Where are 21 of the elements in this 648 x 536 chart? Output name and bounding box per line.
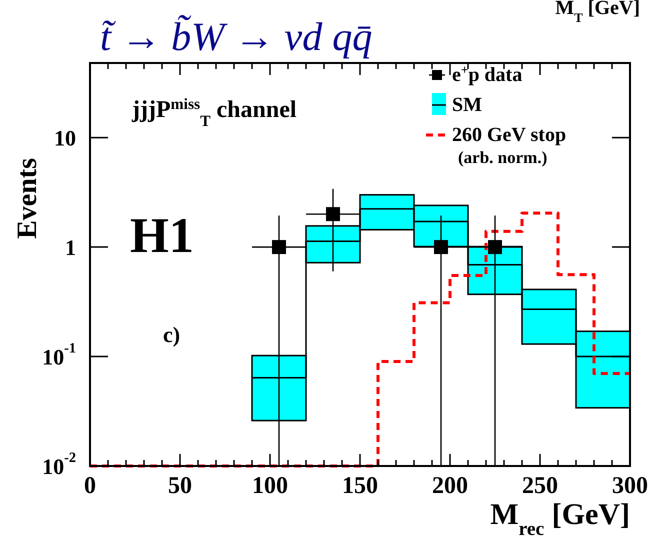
legend-label: 260 GeV stop (arb. norm.): [452, 124, 566, 167]
x-tick-label: 200: [432, 473, 468, 499]
x-tick-label: 50: [168, 473, 192, 499]
y-tick-label: 1: [65, 234, 76, 260]
x-tick-label: 300: [612, 473, 648, 499]
annotation: H1: [130, 207, 194, 263]
text: M$_{T}$ [GeV]: [555, 0, 640, 24]
x-axis-title: M$_{rec}$ [GeV]: [490, 498, 630, 536]
x-tick-label: 250: [522, 473, 558, 499]
chart-title: t̃ → b̃W → νd qq̄: [100, 14, 372, 59]
annotation: c): [163, 322, 180, 347]
x-tick-label: 150: [342, 473, 378, 499]
y-tick-label: 10: [54, 125, 76, 150]
y-tick-label: 10$^{-1}$: [42, 340, 76, 370]
y-tick-label: 10$^{-2}$: [42, 450, 76, 478]
legend-label: SM: [452, 94, 482, 116]
x-tick-label: 100: [252, 473, 288, 499]
x-tick-label: 0: [84, 473, 96, 499]
legend-label: e$^{+}$p data: [452, 62, 522, 86]
annotation: jjjP$^{miss}$$_{T}$ channel: [131, 96, 297, 130]
y-axis-title: Events: [12, 158, 43, 239]
